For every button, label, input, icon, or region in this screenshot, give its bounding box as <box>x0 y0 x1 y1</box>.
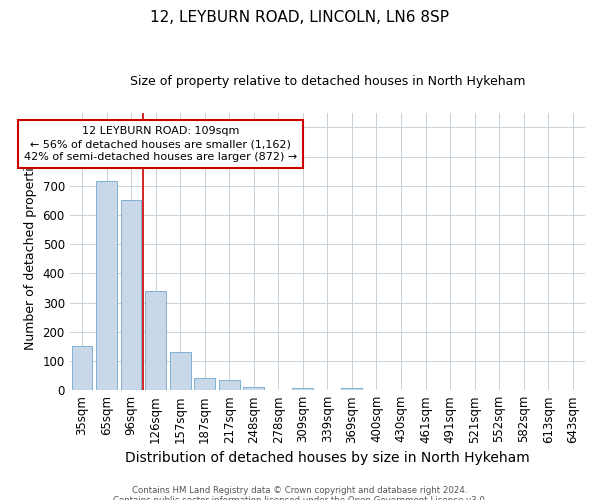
Bar <box>292 388 313 390</box>
Text: 12, LEYBURN ROAD, LINCOLN, LN6 8SP: 12, LEYBURN ROAD, LINCOLN, LN6 8SP <box>151 10 449 25</box>
Bar <box>244 386 264 390</box>
Bar <box>219 380 239 390</box>
Bar <box>145 291 166 390</box>
Y-axis label: Number of detached properties: Number of detached properties <box>24 153 37 350</box>
Title: Size of property relative to detached houses in North Hykeham: Size of property relative to detached ho… <box>130 75 525 88</box>
Bar <box>121 200 142 390</box>
Bar <box>194 378 215 390</box>
Text: Contains public sector information licensed under the Open Government Licence v3: Contains public sector information licen… <box>113 496 487 500</box>
Bar <box>341 388 362 390</box>
Text: Contains HM Land Registry data © Crown copyright and database right 2024.: Contains HM Land Registry data © Crown c… <box>132 486 468 495</box>
Bar <box>170 352 191 390</box>
X-axis label: Distribution of detached houses by size in North Hykeham: Distribution of detached houses by size … <box>125 451 530 465</box>
Bar <box>71 346 92 390</box>
Text: 12 LEYBURN ROAD: 109sqm
← 56% of detached houses are smaller (1,162)
42% of semi: 12 LEYBURN ROAD: 109sqm ← 56% of detache… <box>24 126 297 162</box>
Bar <box>96 182 117 390</box>
